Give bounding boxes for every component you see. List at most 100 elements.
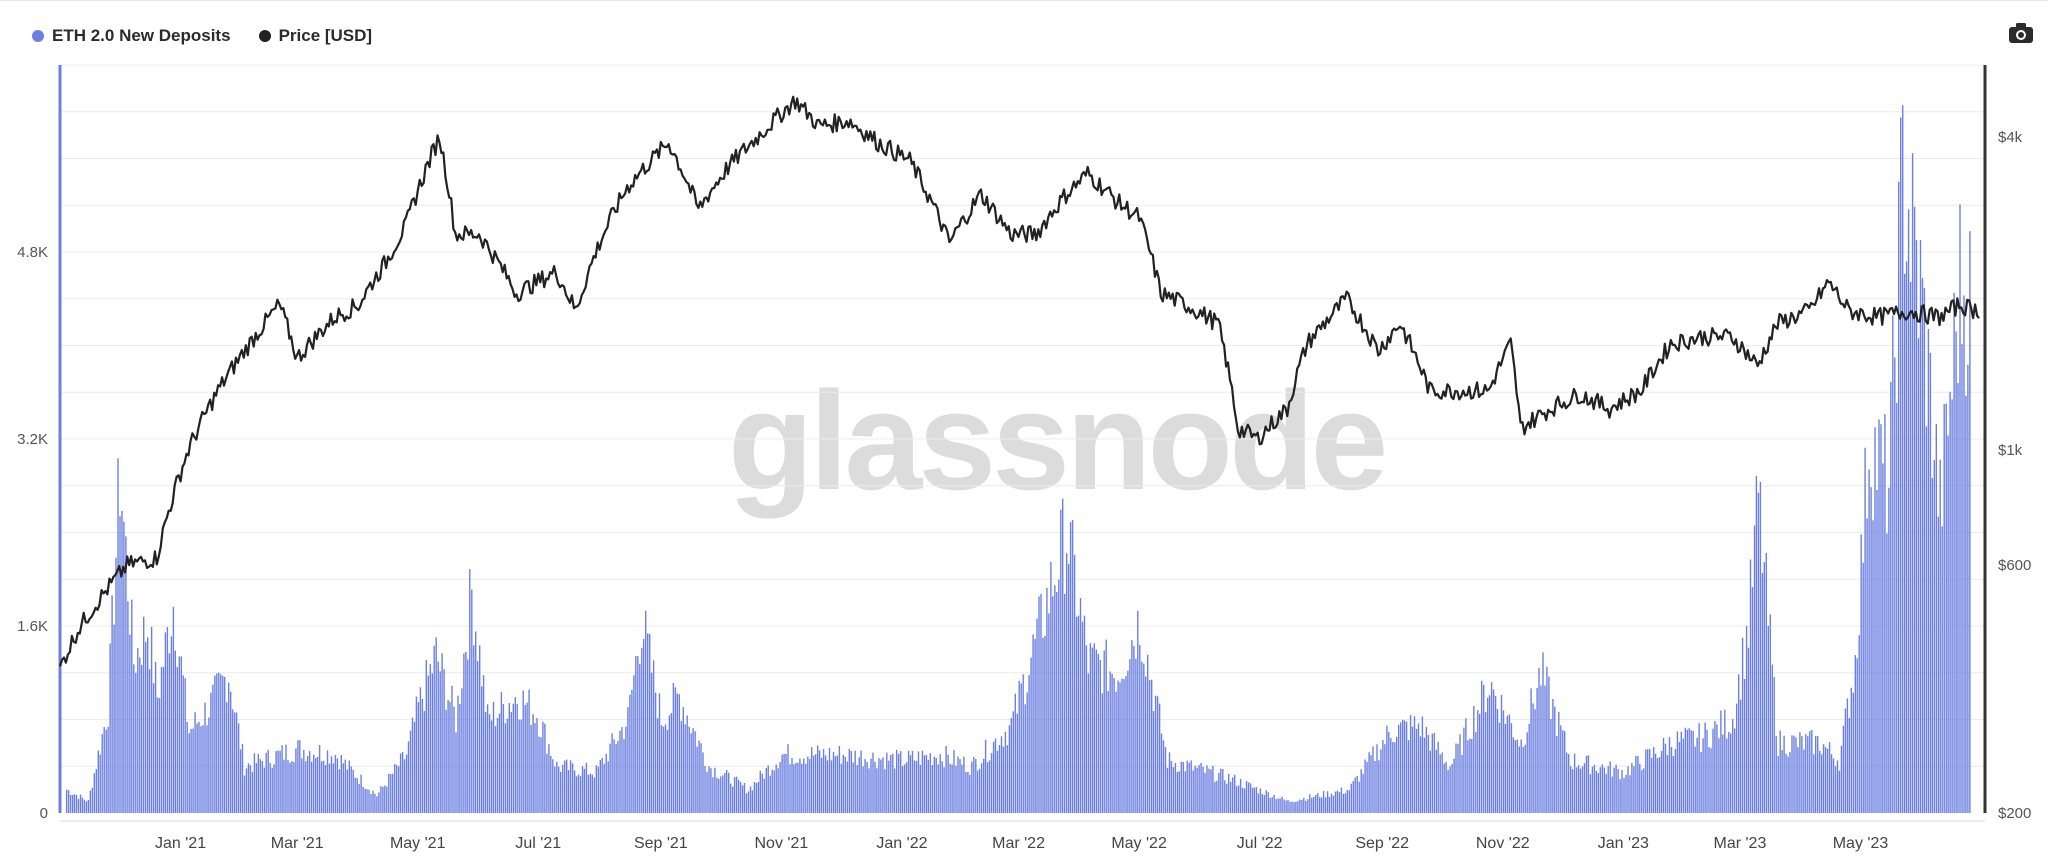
- deposit-bar: [979, 768, 981, 813]
- deposit-bar: [732, 786, 734, 813]
- deposit-bar: [461, 688, 463, 813]
- deposit-bar: [692, 728, 694, 813]
- deposit-bar: [1730, 733, 1732, 813]
- deposit-bar: [967, 771, 969, 813]
- deposit-bar: [583, 768, 586, 813]
- deposit-bar: [994, 738, 997, 813]
- deposit-bar: [1105, 639, 1107, 813]
- deposit-bar: [868, 768, 870, 813]
- deposit-bar: [1710, 748, 1712, 813]
- deposit-bar: [378, 792, 380, 813]
- deposit-bar: [809, 758, 811, 813]
- deposit-bar: [1789, 752, 1791, 813]
- deposit-bar: [1085, 645, 1088, 813]
- camera-icon[interactable]: [2008, 22, 2034, 44]
- deposit-bar: [1473, 706, 1475, 813]
- deposit-bar: [1826, 748, 1829, 813]
- deposit-bar: [1265, 790, 1267, 813]
- deposit-bar: [1431, 733, 1433, 813]
- deposit-bar: [145, 641, 147, 813]
- deposit-bar: [259, 759, 261, 813]
- deposit-bar: [1953, 293, 1955, 813]
- deposit-bar: [1581, 766, 1584, 813]
- deposit-bar: [637, 656, 639, 813]
- deposit-bar: [720, 776, 722, 813]
- legend-item-deposits[interactable]: ETH 2.0 New Deposits: [32, 26, 231, 46]
- deposit-bar: [905, 762, 908, 813]
- y-right-tick-label: $1k: [1998, 442, 2023, 459]
- deposit-bar: [1135, 658, 1137, 813]
- y-left-tick-label: 3.2K: [17, 431, 48, 448]
- deposit-bar: [1799, 732, 1801, 813]
- deposit-bar: [1320, 797, 1323, 813]
- x-tick-label: Nov '21: [755, 835, 809, 852]
- deposit-bar: [931, 765, 933, 813]
- deposit-bar: [273, 764, 275, 813]
- deposit-bar: [1698, 723, 1700, 813]
- deposit-bar: [516, 704, 518, 813]
- deposit-bar: [866, 761, 868, 813]
- deposit-bar: [1328, 796, 1331, 813]
- deposit-bar: [73, 794, 76, 813]
- deposit-bar: [556, 761, 558, 813]
- deposit-bar: [253, 753, 256, 813]
- deposit-bar: [482, 675, 485, 813]
- deposit-bar: [380, 786, 382, 813]
- deposit-bar: [1119, 682, 1121, 813]
- deposit-bar: [939, 754, 941, 813]
- deposit-bar: [1674, 749, 1677, 813]
- deposit-bar: [176, 667, 178, 813]
- deposit-bar: [773, 770, 775, 813]
- deposit-bar: [182, 675, 184, 813]
- deposit-bar: [1196, 767, 1198, 813]
- deposit-bar: [1162, 740, 1165, 813]
- deposit-bar: [722, 775, 724, 813]
- deposit-bar: [694, 731, 696, 813]
- deposit-bar: [1639, 763, 1641, 813]
- deposit-bar: [1441, 752, 1443, 813]
- deposit-bar: [1417, 723, 1420, 813]
- legend-item-price[interactable]: Price [USD]: [258, 26, 372, 46]
- deposit-bar: [1317, 793, 1319, 813]
- deposit-bar: [627, 707, 629, 813]
- deposit-bar: [1777, 756, 1779, 813]
- deposit-bar: [1678, 742, 1681, 813]
- x-tick-label: Mar '22: [992, 835, 1045, 852]
- deposit-bar: [249, 765, 252, 813]
- deposit-bar: [1245, 781, 1248, 813]
- deposit-bar: [388, 773, 390, 813]
- deposit-bar: [1125, 676, 1127, 813]
- deposit-bar: [269, 763, 271, 813]
- deposit-bar: [1666, 755, 1669, 813]
- deposit-bar: [218, 672, 220, 813]
- deposit-bar: [1364, 759, 1366, 813]
- deposit-bar: [1056, 592, 1058, 813]
- deposit-bar: [785, 753, 787, 813]
- deposit-bar: [933, 756, 935, 813]
- deposit-bar: [787, 744, 789, 813]
- deposit-bar: [1346, 789, 1348, 813]
- deposit-bar: [433, 645, 435, 813]
- deposit-bar: [1834, 766, 1837, 813]
- deposit-bar: [1706, 729, 1708, 813]
- deposit-bar: [1601, 764, 1603, 813]
- deposit-bar: [1214, 781, 1216, 813]
- deposit-bar: [1054, 585, 1056, 813]
- deposit-bar: [945, 746, 947, 813]
- deposit-bar: [443, 669, 445, 813]
- deposit-bar: [1803, 749, 1805, 813]
- deposit-bar: [170, 636, 173, 813]
- deposit-bar: [160, 667, 163, 813]
- deposit-bar: [488, 714, 491, 813]
- deposit-bar: [1295, 801, 1297, 813]
- deposit-bar: [658, 693, 661, 813]
- x-tick-label: May '22: [1111, 835, 1167, 852]
- deposit-bar: [1728, 732, 1730, 813]
- deposit-bar: [1641, 770, 1643, 813]
- deposit-bar: [1815, 736, 1817, 813]
- deposit-bar: [1358, 781, 1360, 813]
- deposit-bar: [1805, 734, 1807, 813]
- deposit-bar: [1239, 779, 1242, 813]
- deposit-bar: [366, 789, 368, 813]
- deposit-bar: [1700, 752, 1702, 813]
